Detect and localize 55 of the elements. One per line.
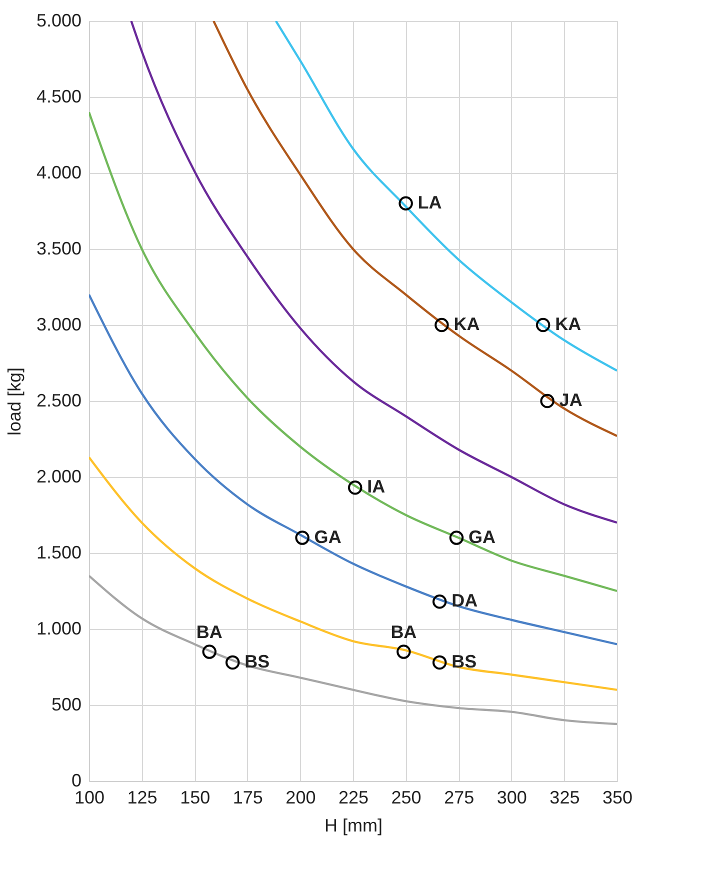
y-tick-label: 3.000 — [36, 314, 82, 334]
point — [432, 594, 447, 609]
point — [540, 394, 554, 408]
line-series — [130, 21, 617, 524]
x-tick-label: 325 — [550, 788, 580, 808]
x-axis-title: H [mm] — [324, 816, 382, 836]
y-tick-label: 1.000 — [36, 618, 82, 638]
x-tick-label: 175 — [232, 788, 263, 808]
y-tick-label: 1.500 — [36, 542, 82, 562]
point — [449, 530, 464, 545]
point — [202, 644, 217, 659]
annotation: BS — [244, 651, 270, 672]
x-tick-label: 150 — [180, 788, 210, 808]
point — [348, 480, 362, 495]
y-tick-label: 4.500 — [36, 86, 82, 106]
x-tick-label: 200 — [286, 788, 316, 808]
line-series — [274, 21, 617, 372]
annotation: GA — [314, 526, 342, 547]
point — [434, 318, 449, 332]
line-series — [89, 294, 617, 646]
annotation: KA — [454, 314, 480, 334]
y-tick-label: 3.500 — [36, 238, 82, 258]
x-tick-label: 300 — [496, 788, 527, 808]
x-tick-label: 350 — [602, 788, 633, 808]
x-tick-label: 225 — [338, 788, 369, 808]
point — [536, 318, 550, 332]
annotation: LA — [418, 192, 442, 212]
x-tick-label: 125 — [127, 788, 158, 808]
line-series — [212, 21, 617, 438]
y-tick-label: 4.000 — [36, 162, 82, 182]
y-tick-label: 0 — [71, 770, 82, 790]
annotation: GA — [468, 526, 496, 547]
line-series — [89, 456, 617, 691]
annotation: BA — [390, 622, 417, 642]
annotation: KA — [555, 314, 582, 334]
point — [432, 655, 447, 670]
line-series — [89, 574, 617, 726]
annotation: DA — [452, 590, 478, 611]
point — [398, 196, 413, 211]
x-tick-label: 275 — [444, 788, 474, 808]
y-tick-label: 2.500 — [36, 390, 82, 410]
annotation: IA — [367, 476, 386, 497]
line-series — [89, 111, 617, 592]
annotation: JA — [559, 390, 582, 410]
x-tick-label: 100 — [74, 788, 105, 808]
point — [295, 530, 310, 545]
y-tick-label: 5.000 — [36, 10, 82, 30]
annotation: BS — [452, 651, 477, 672]
y-axis-title: load [kg] — [4, 367, 24, 436]
point — [225, 655, 240, 670]
x-tick-label: 250 — [391, 788, 422, 808]
annotation: BA — [196, 622, 222, 642]
point — [396, 644, 411, 659]
y-tick-label: 2.000 — [36, 466, 82, 486]
y-tick-label: 500 — [51, 694, 82, 714]
